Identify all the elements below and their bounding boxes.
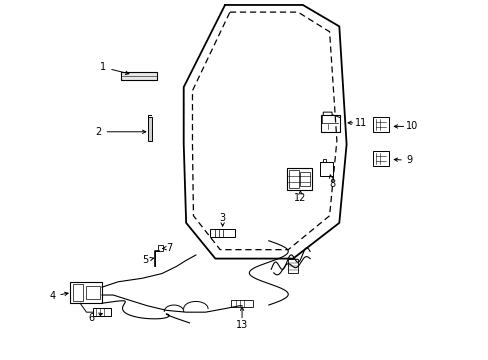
Bar — [148, 117, 151, 141]
Text: 7: 7 — [165, 243, 172, 253]
Bar — [230, 300, 253, 307]
Bar — [372, 117, 388, 132]
Text: 8: 8 — [328, 179, 334, 189]
Text: 2: 2 — [95, 127, 102, 137]
Text: 11: 11 — [354, 118, 366, 128]
Bar — [319, 162, 333, 176]
Bar — [210, 229, 234, 237]
Bar — [93, 307, 111, 316]
Text: 10: 10 — [406, 121, 418, 131]
Text: 3: 3 — [219, 212, 225, 222]
Text: 4: 4 — [49, 291, 56, 301]
Bar — [321, 114, 339, 132]
Bar — [299, 172, 309, 186]
Bar — [73, 284, 83, 301]
Text: 6: 6 — [88, 312, 94, 323]
Bar — [158, 245, 163, 251]
Text: 9: 9 — [406, 156, 412, 165]
Bar — [372, 152, 388, 166]
Text: 5: 5 — [142, 255, 148, 265]
Bar — [85, 286, 100, 298]
Text: 13: 13 — [236, 320, 248, 330]
Text: 1: 1 — [100, 63, 106, 72]
Bar — [288, 170, 298, 188]
Bar — [287, 258, 297, 273]
Text: 12: 12 — [294, 193, 306, 203]
Bar — [287, 168, 311, 190]
Bar — [70, 282, 102, 303]
Bar — [120, 72, 157, 80]
